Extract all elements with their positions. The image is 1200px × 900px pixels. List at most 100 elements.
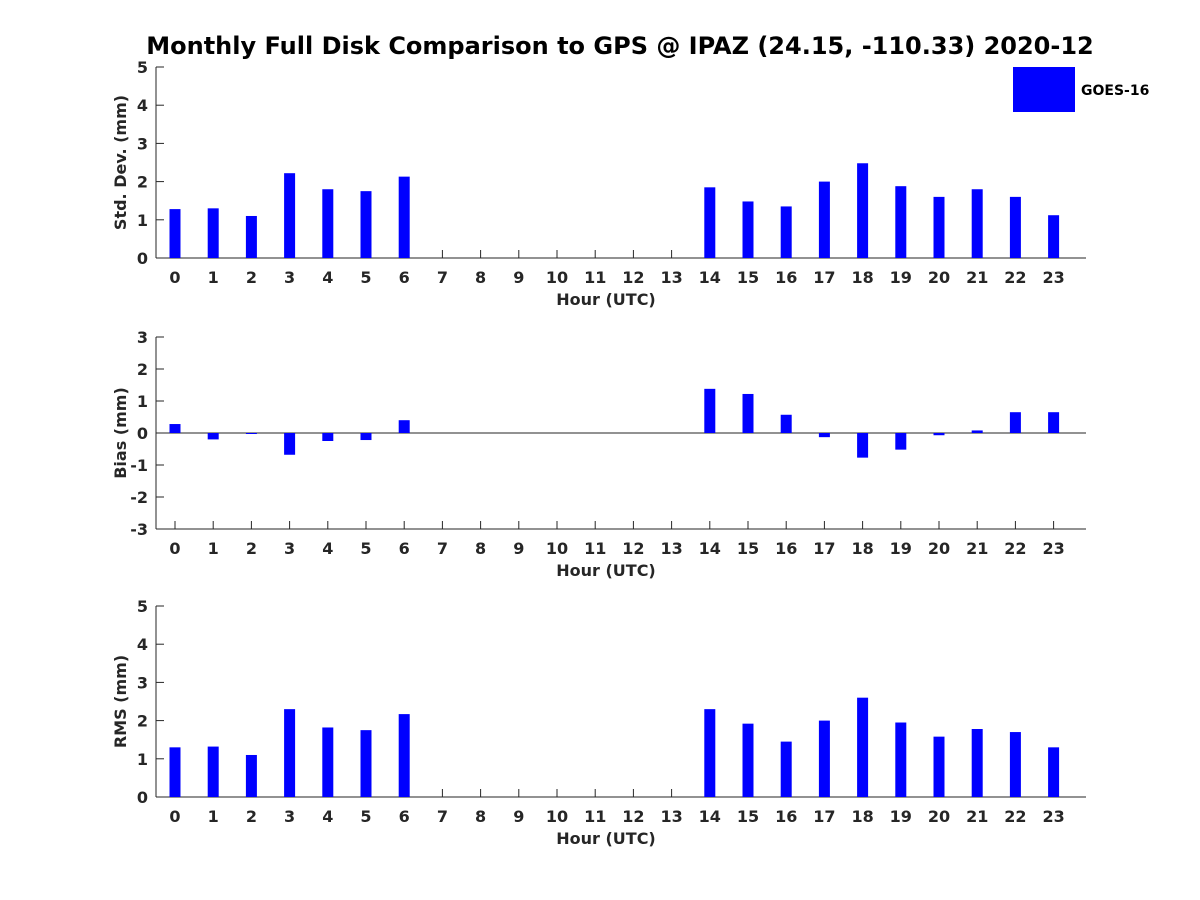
- std-dev-x-tick-label: 14: [699, 268, 721, 287]
- bias-x-tick-label: 21: [966, 539, 988, 558]
- std-dev-bar: [704, 187, 716, 258]
- std-dev-x-tick-label: 9: [513, 268, 524, 287]
- rms-x-tick-label: 11: [584, 807, 606, 826]
- legend-swatch: [1013, 67, 1075, 112]
- bias-x-tick-label: 8: [475, 539, 486, 558]
- std-dev-x-tick-label: 10: [546, 268, 568, 287]
- std-dev-x-tick-label: 15: [737, 268, 759, 287]
- bias-bar: [704, 388, 716, 433]
- bias-x-tick-label: 19: [890, 539, 912, 558]
- rms-y-tick-label: 2: [137, 712, 148, 731]
- std-dev-x-tick-label: 12: [622, 268, 644, 287]
- rms-bar: [1009, 732, 1021, 797]
- std-dev-bar: [742, 201, 754, 258]
- std-dev-x-tick-label: 21: [966, 268, 988, 287]
- std-dev-x-tick-label: 19: [890, 268, 912, 287]
- bias-x-tick-label: 20: [928, 539, 950, 558]
- bias-x-tick-label: 4: [322, 539, 333, 558]
- std-dev-bar: [933, 196, 945, 258]
- rms-y-tick-label: 0: [137, 788, 148, 807]
- bias-x-tick-label: 17: [813, 539, 835, 558]
- rms-y-axis-label: RMS (mm): [111, 655, 130, 748]
- bias-bar: [933, 433, 945, 436]
- bias-bar: [1048, 412, 1060, 433]
- bias-bar: [1009, 412, 1021, 433]
- std-dev-x-tick-label: 18: [851, 268, 873, 287]
- std-dev-bar: [1009, 196, 1021, 258]
- bias-bar: [971, 430, 983, 433]
- bias-x-tick-label: 22: [1004, 539, 1026, 558]
- rms-x-tick-label: 0: [169, 807, 180, 826]
- bias-bar: [780, 414, 792, 433]
- rms-y-tick-label: 4: [137, 635, 148, 654]
- rms-bar: [1048, 747, 1060, 797]
- rms-x-tick-label: 4: [322, 807, 333, 826]
- rms-y-tick-label: 1: [137, 750, 148, 769]
- bias-bar: [284, 433, 296, 455]
- std-dev-x-tick-label: 2: [246, 268, 257, 287]
- bias-bar: [742, 393, 754, 433]
- rms-x-tick-label: 22: [1004, 807, 1026, 826]
- std-dev-bar: [895, 186, 907, 258]
- std-dev-x-tick-label: 22: [1004, 268, 1026, 287]
- bias-bar: [169, 424, 181, 433]
- bias-y-tick-label: 2: [137, 360, 148, 379]
- rms-x-tick-label: 7: [437, 807, 448, 826]
- rms-bar: [971, 729, 983, 797]
- std-dev-bar: [857, 163, 869, 258]
- std-dev-y-tick-label: 0: [137, 249, 148, 268]
- rms-x-tick-label: 10: [546, 807, 568, 826]
- rms-x-tick-label: 5: [360, 807, 371, 826]
- std-dev-bar: [818, 181, 830, 258]
- rms-x-tick-label: 8: [475, 807, 486, 826]
- bias-y-tick-label: -2: [130, 488, 148, 507]
- std-dev-bar: [971, 189, 983, 258]
- rms-x-tick-label: 19: [890, 807, 912, 826]
- rms-bar: [704, 709, 716, 797]
- rms-bar: [284, 709, 296, 797]
- bias-bar: [818, 433, 830, 438]
- std-dev-bar: [322, 189, 334, 258]
- rms-bar: [322, 727, 334, 797]
- bias-x-tick-label: 11: [584, 539, 606, 558]
- rms-bar: [895, 722, 907, 797]
- rms-x-tick-label: 12: [622, 807, 644, 826]
- bias-x-tick-label: 12: [622, 539, 644, 558]
- rms-x-tick-label: 9: [513, 807, 524, 826]
- std-dev-x-tick-label: 13: [660, 268, 682, 287]
- rms-y-tick-label: 3: [137, 673, 148, 692]
- rms-x-tick-label: 2: [246, 807, 257, 826]
- bias-x-tick-label: 1: [208, 539, 219, 558]
- rms-bar: [933, 736, 945, 797]
- std-dev-x-tick-label: 7: [437, 268, 448, 287]
- bias-y-tick-label: 0: [137, 424, 148, 443]
- std-dev-y-tick-label: 4: [137, 96, 148, 115]
- std-dev-bar: [169, 209, 181, 258]
- std-dev-x-tick-label: 5: [360, 268, 371, 287]
- bias-x-tick-label: 18: [851, 539, 873, 558]
- bias-x-tick-label: 3: [284, 539, 295, 558]
- bias-x-tick-label: 23: [1042, 539, 1064, 558]
- rms-bar: [245, 754, 257, 797]
- std-dev-x-tick-label: 0: [169, 268, 180, 287]
- bias-bar: [322, 433, 334, 441]
- bias-x-tick-label: 14: [699, 539, 721, 558]
- std-dev-y-tick-label: 1: [137, 211, 148, 230]
- std-dev-x-axis-label: Hour (UTC): [556, 290, 656, 309]
- std-dev-bar: [398, 176, 410, 258]
- rms-x-tick-label: 14: [699, 807, 721, 826]
- figure-title: Monthly Full Disk Comparison to GPS @ IP…: [146, 32, 1094, 60]
- rms-x-tick-label: 3: [284, 807, 295, 826]
- bias-bar: [245, 433, 257, 434]
- std-dev-x-tick-label: 4: [322, 268, 333, 287]
- bias-x-axis-label: Hour (UTC): [556, 561, 656, 580]
- rms-bar: [207, 746, 219, 797]
- std-dev-x-tick-label: 6: [399, 268, 410, 287]
- rms-y-tick-label: 5: [137, 597, 148, 616]
- rms-x-tick-label: 21: [966, 807, 988, 826]
- bias-x-tick-label: 13: [660, 539, 682, 558]
- std-dev-y-tick-label: 3: [137, 134, 148, 153]
